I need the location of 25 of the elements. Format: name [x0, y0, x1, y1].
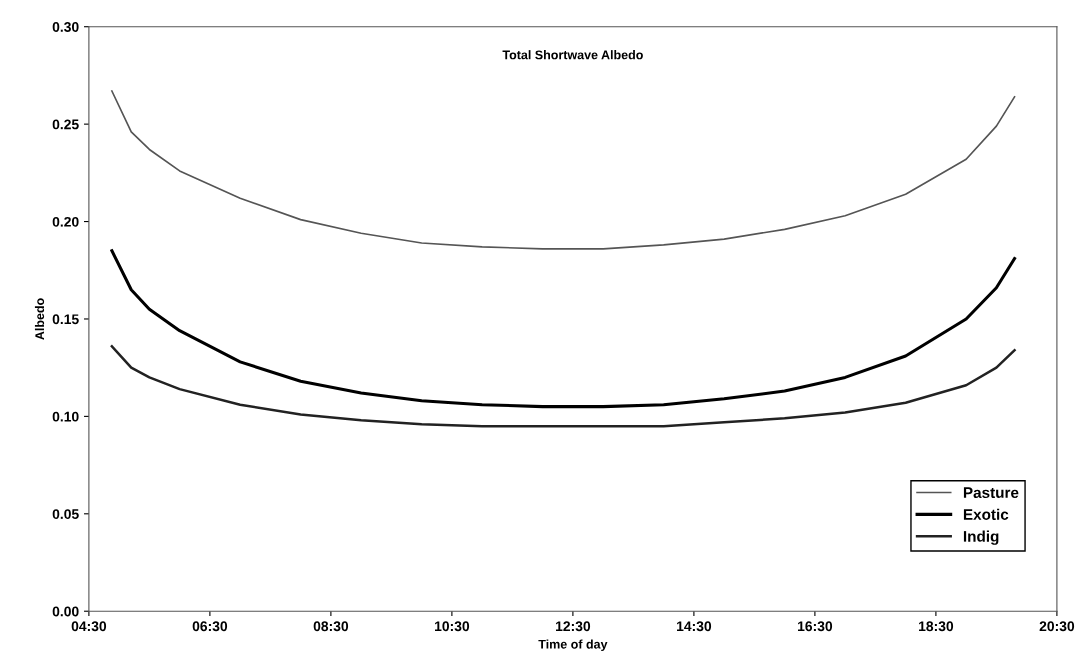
y-tick-label: 0.15 — [52, 314, 79, 325]
x-axis-title: Time of day — [538, 639, 608, 652]
y-axis-title: Albedo — [34, 298, 45, 340]
x-tick-label: 16:30 — [798, 621, 833, 632]
y-tick-label: 0.25 — [52, 119, 79, 130]
x-tick-label: 20:30 — [1039, 621, 1075, 632]
text: Total Shortwave Albedo — [502, 50, 643, 60]
y-tick-label: 0.20 — [52, 216, 79, 227]
y-tick-label: 0.10 — [52, 411, 79, 422]
line-series — [110, 345, 1016, 428]
legend-label: Indig — [963, 530, 999, 545]
x-tick-label: 04:30 — [71, 621, 107, 632]
x-tick-label: 14:30 — [677, 621, 712, 632]
x-tick-label: 18:30 — [919, 621, 954, 632]
legend-label: Exotic — [963, 508, 1009, 520]
y-tick-label: 0.00 — [52, 606, 79, 617]
line-series — [111, 90, 1016, 250]
y-tick-label: 0.30 — [52, 22, 79, 32]
legend-label: Pasture — [963, 487, 1019, 499]
x-tick-label: 06:30 — [192, 621, 228, 632]
x-tick-label: 12:30 — [556, 621, 591, 632]
y-tick-label: 0.05 — [52, 509, 79, 519]
line-series — [110, 249, 1017, 409]
x-tick-label: 10:30 — [435, 621, 470, 632]
x-tick-label: 08:30 — [313, 621, 349, 632]
